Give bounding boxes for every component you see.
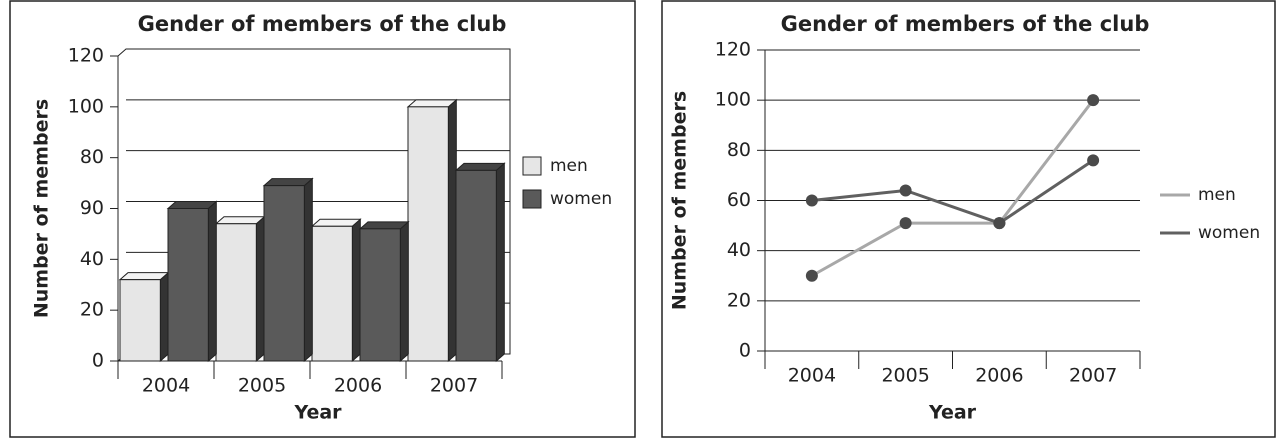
- y-axis-label: Number of members: [31, 99, 53, 318]
- x-tick-label: 2006: [334, 375, 382, 397]
- bar-top: [358, 221, 410, 230]
- y-tick-label: 80: [80, 146, 104, 168]
- y-tick-label: 100: [68, 95, 104, 117]
- point: [1087, 154, 1100, 167]
- x-tick-label: 2007: [430, 375, 478, 397]
- bar: [119, 279, 161, 362]
- point: [805, 194, 818, 207]
- y-tick-label: 100: [715, 89, 751, 111]
- y-tick-label: 120: [715, 39, 751, 61]
- x-tick-label: 2005: [881, 365, 929, 387]
- y-tick-label: 0: [739, 340, 751, 362]
- panel-right: [661, 0, 1276, 438]
- x-tick-label: 2006: [975, 365, 1023, 387]
- legend-label: men: [1198, 185, 1236, 205]
- chart-title: Gender of members of the club: [781, 12, 1150, 36]
- bar: [407, 106, 449, 362]
- y-tick-label: 20: [727, 289, 751, 311]
- bar-top: [214, 216, 266, 225]
- bar: [263, 185, 305, 362]
- point: [899, 217, 912, 230]
- bar-top: [262, 178, 314, 187]
- line: [811, 159, 1094, 225]
- bar-side: [399, 220, 409, 363]
- point: [993, 217, 1006, 230]
- y-tick-label: 60: [727, 189, 751, 211]
- bar-side: [303, 177, 313, 363]
- bar-side: [159, 271, 169, 363]
- bar-top: [454, 162, 506, 171]
- legend-label: women: [550, 189, 612, 209]
- bar-side: [447, 98, 457, 363]
- bar-top: [166, 201, 218, 209]
- bar-top: [118, 272, 170, 281]
- line: [811, 99, 1095, 278]
- x-tick-label: 2005: [238, 375, 286, 397]
- bar: [311, 225, 353, 362]
- legend-swatch: [522, 189, 542, 209]
- y-tick-label: 80: [727, 139, 751, 161]
- x-tick-label: 2007: [1069, 365, 1117, 387]
- bar-top: [406, 99, 458, 108]
- bar: [359, 228, 401, 362]
- bar-side: [351, 218, 361, 363]
- y-tick-label: 20: [80, 299, 104, 321]
- y-tick-label: 120: [68, 45, 104, 67]
- bar: [455, 169, 497, 362]
- bar: [215, 223, 257, 362]
- bar-side: [255, 215, 265, 363]
- bar-top: [310, 218, 362, 227]
- chart-title: Gender of members of the club: [138, 12, 507, 36]
- x-tick-label: 2004: [788, 365, 836, 387]
- point: [899, 184, 912, 197]
- y-tick-label: 90: [80, 197, 104, 219]
- y-axis-label: Number of members: [669, 91, 691, 310]
- y-tick-label: 40: [727, 239, 751, 261]
- x-tick-label: 2004: [142, 375, 190, 397]
- legend-label: men: [550, 156, 588, 176]
- bar: [167, 208, 209, 362]
- point: [1087, 94, 1100, 107]
- bar-side: [207, 200, 217, 363]
- panel-left: [9, 0, 636, 438]
- legend-swatch: [522, 156, 542, 176]
- legend-label: women: [1198, 223, 1260, 243]
- x-axis-label: Year: [928, 402, 977, 424]
- point: [805, 269, 818, 282]
- y-tick-label: 0: [92, 350, 104, 372]
- bar-side: [495, 162, 505, 363]
- x-axis-label: Year: [293, 402, 342, 424]
- y-tick-label: 40: [80, 248, 104, 270]
